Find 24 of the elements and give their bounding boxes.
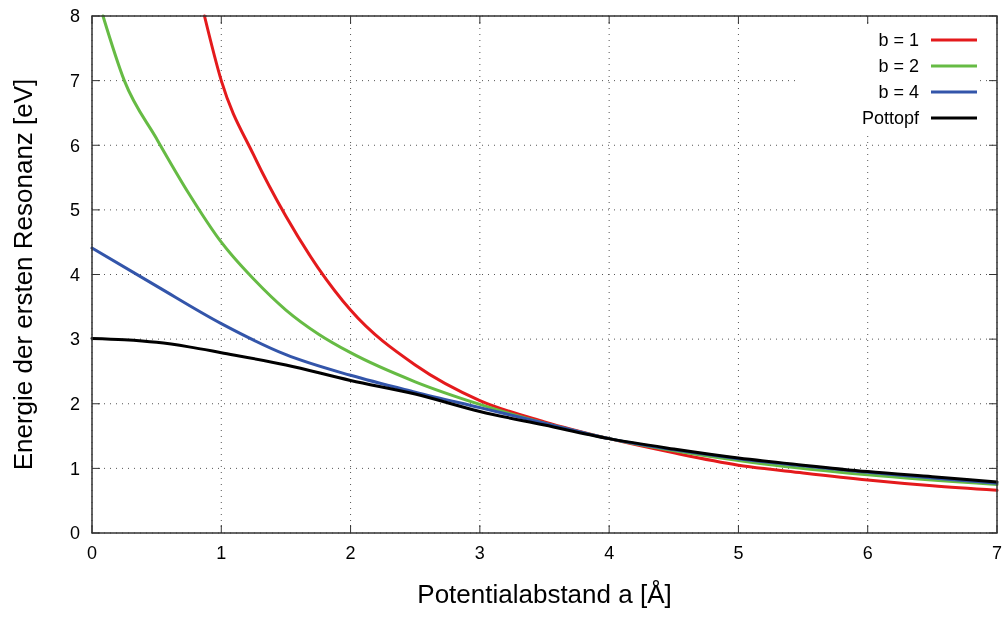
y-tick-label: 7 (69, 70, 80, 91)
y-tick-label: 6 (69, 135, 80, 156)
y-tick-label: 0 (69, 523, 80, 544)
legend-label: b = 2 (878, 56, 919, 77)
x-tick-label: 5 (733, 543, 744, 563)
y-tick-label: 2 (69, 394, 80, 415)
y-tick-label: 5 (69, 200, 80, 221)
legend-label: b = 4 (878, 82, 919, 103)
x-axis-title: Potentialabstand a [Å] (417, 579, 672, 609)
x-tick-label: 4 (604, 543, 615, 563)
line-series (90, 336, 999, 484)
x-tick-label: 6 (862, 543, 873, 563)
legend-label: Pottopf (861, 108, 920, 129)
x-tick-label: 1 (216, 543, 227, 563)
y-tick-label: 8 (69, 6, 80, 27)
y-axis-title: Energie der ersten Resonanz [eV] (8, 78, 38, 471)
x-tick-label: 3 (474, 543, 485, 563)
y-tick-label: 1 (69, 458, 80, 479)
y-tick-label: 3 (69, 329, 80, 350)
x-tick-label: 2 (345, 543, 356, 563)
x-tick-label: 0 (86, 543, 98, 563)
x-tick-label: 7 (991, 543, 1003, 563)
legend-label: b = 1 (878, 30, 919, 51)
y-tick-label: 4 (69, 264, 80, 285)
